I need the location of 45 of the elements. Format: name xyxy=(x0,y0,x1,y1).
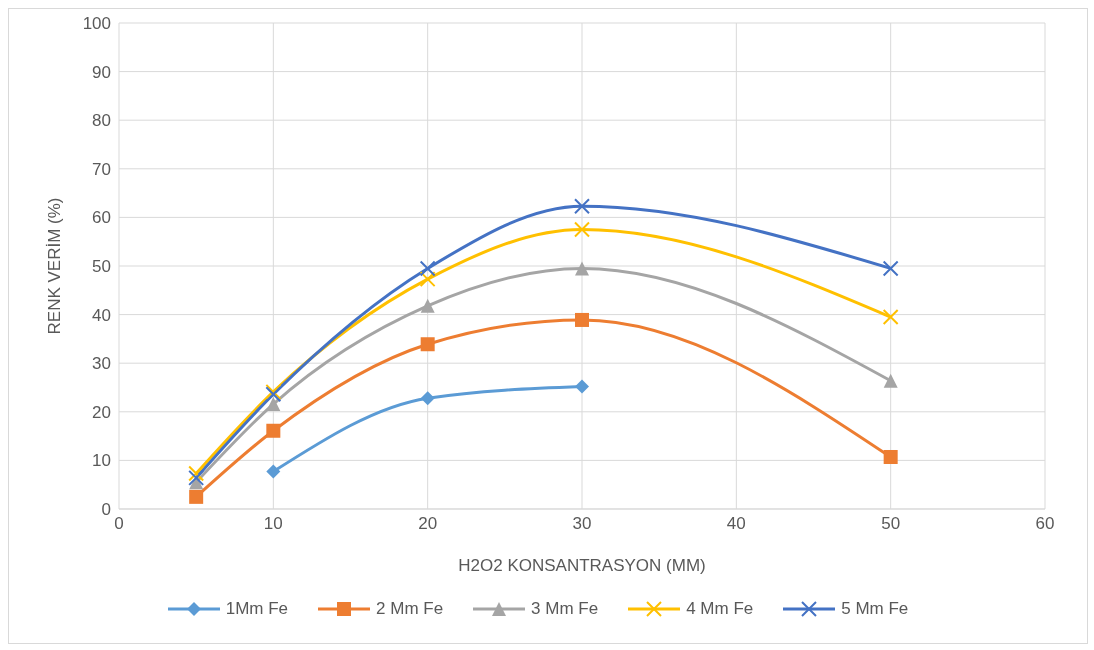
legend-label: 4 Mm Fe xyxy=(686,599,754,619)
point xyxy=(574,198,590,215)
point xyxy=(575,312,589,327)
x-tick-label: 20 xyxy=(418,514,438,534)
point xyxy=(420,391,435,406)
x-tick-label: 30 xyxy=(572,514,592,534)
y-tick-label: 100 xyxy=(82,14,111,34)
point xyxy=(266,397,281,412)
y-tick-label: 80 xyxy=(92,111,111,131)
y-tick-label: 0 xyxy=(101,500,111,520)
point xyxy=(189,489,204,504)
legend-label: 1Mm Fe xyxy=(225,599,289,619)
point xyxy=(883,373,898,388)
x-tick-label: 50 xyxy=(881,514,901,534)
point xyxy=(188,465,205,482)
point xyxy=(883,450,898,464)
y-tick-label: 50 xyxy=(92,257,111,277)
x-tick-label: 60 xyxy=(1035,514,1055,534)
x-tick-label: 10 xyxy=(263,514,283,534)
y-tick-label: 90 xyxy=(92,62,111,82)
x-axis-title: H2O2 KONSANTRASYON (MM) xyxy=(458,556,706,575)
y-tick-label: 70 xyxy=(92,159,111,179)
legend-label: 3 Mm Fe xyxy=(531,599,599,619)
y-tick-label: 10 xyxy=(92,451,111,471)
point xyxy=(575,261,589,276)
y-tick-label: 20 xyxy=(92,402,111,422)
point xyxy=(419,271,436,288)
legend-label: 5 Mm Fe xyxy=(841,599,909,619)
point xyxy=(420,337,435,352)
legend-label: 2 Mm Fe xyxy=(376,599,444,619)
point xyxy=(266,423,281,438)
point xyxy=(420,298,435,313)
y-tick-label: 40 xyxy=(92,305,111,325)
point xyxy=(266,464,281,479)
y-axis-title: RENK VERİM (%) xyxy=(45,197,65,335)
x-tick-label: 40 xyxy=(726,514,746,534)
x-tick-label: 0 xyxy=(114,514,124,534)
point xyxy=(882,309,899,326)
point xyxy=(882,260,899,277)
point xyxy=(574,221,590,238)
point xyxy=(419,260,436,277)
point xyxy=(188,469,205,486)
y-tick-label: 30 xyxy=(92,354,111,374)
y-tick-label: 60 xyxy=(92,208,111,228)
point xyxy=(575,379,589,394)
